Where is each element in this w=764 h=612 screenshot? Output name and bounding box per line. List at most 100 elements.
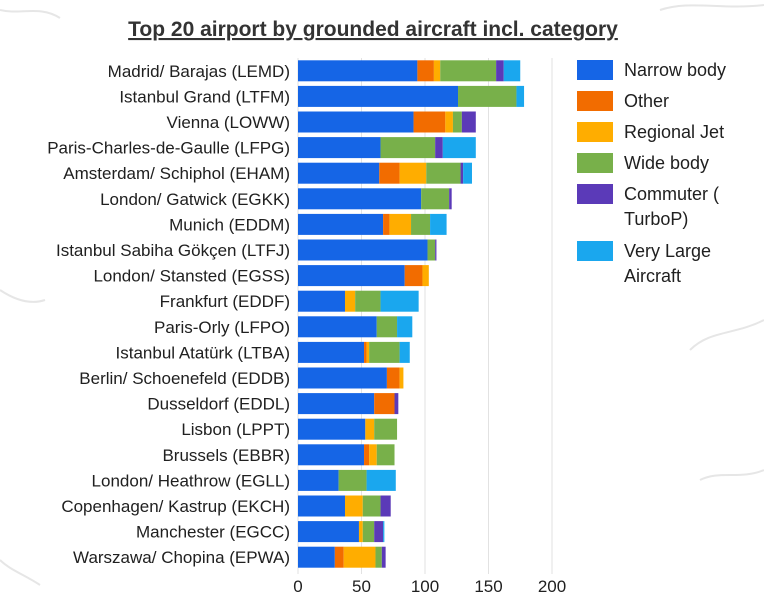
bar-segment (369, 341, 400, 363)
category-label: Brussels (EBBR) (162, 446, 290, 465)
category-label: Vienna (LOWW) (167, 113, 290, 132)
bar-segment (366, 469, 396, 491)
bar-segment (298, 213, 384, 235)
bar-segment (366, 341, 370, 363)
bar-segment (435, 239, 437, 261)
x-axis-ticks: 0 50 100 150 200 (293, 577, 566, 596)
bar-segment (463, 162, 472, 184)
legend-label: Aircraft (624, 266, 681, 286)
bar-segment (399, 367, 404, 389)
category-label: Munich (EDDM) (169, 215, 290, 234)
bar-segment (461, 111, 476, 133)
bar-segment (362, 521, 375, 543)
category-label: London/ Heathrow (EGLL) (92, 471, 290, 490)
bar-segment (298, 341, 365, 363)
bar-segment (394, 393, 399, 415)
legend-label: Very Large (624, 241, 711, 261)
chart-title: Top 20 airport by grounded aircraft incl… (128, 18, 618, 41)
bar-segment (298, 239, 428, 261)
legend-swatch (577, 60, 613, 80)
bar-segment (399, 341, 410, 363)
category-label: Paris-Orly (LFPO) (154, 318, 290, 337)
legend-swatch (577, 153, 613, 173)
decor-stroke (699, 469, 764, 481)
decor-stroke (689, 319, 764, 351)
bar-segment (358, 521, 363, 543)
bar-segment (374, 521, 384, 543)
decor-stroke (659, 4, 764, 11)
category-label: Istanbul Atatürk (LTBA) (116, 343, 290, 362)
decor-stroke (0, 9, 61, 19)
bar-segment (399, 162, 427, 184)
bar-segment (338, 469, 367, 491)
bar-segment (376, 316, 398, 338)
bar-segment (376, 444, 395, 466)
legend: Narrow body Other Regional Jet Wide body Com… (577, 60, 726, 286)
bar-segment (449, 188, 452, 210)
legend-label: TurboP) (624, 209, 688, 229)
category-label: Copenhagen/ Kastrup (EKCH) (61, 497, 290, 516)
bar-segment (344, 290, 356, 312)
bar-segment (440, 60, 497, 82)
category-label: Madrid/ Barajas (LEMD) (108, 62, 290, 81)
x-tick-label: 100 (411, 577, 439, 596)
bar-segment (404, 265, 423, 287)
bar-segment (413, 111, 446, 133)
bar-segment (383, 521, 385, 543)
x-tick-label: 150 (474, 577, 502, 596)
bar-segment (422, 265, 429, 287)
bar-segment (334, 546, 344, 568)
bar-segment (435, 137, 443, 159)
legend-label: Wide body (624, 153, 709, 173)
bar-segment (383, 213, 390, 235)
bar-segment (298, 393, 375, 415)
bar-segment (452, 111, 462, 133)
decor-stroke (0, 289, 46, 303)
bar-segment (298, 316, 377, 338)
x-tick-label: 50 (352, 577, 371, 596)
bar-segment (445, 111, 453, 133)
bar-segment (417, 60, 434, 82)
legend-swatch (577, 91, 613, 111)
bar-segment (380, 495, 391, 517)
category-label: Frankfurt (EDDF) (160, 292, 290, 311)
x-tick-label: 0 (293, 577, 302, 596)
bar-segment (386, 367, 400, 389)
bar-segment (364, 444, 370, 466)
bar-segment (298, 60, 418, 82)
category-label: Istanbul Sabiha Gökçen (LTFJ) (56, 241, 290, 260)
bar-segment (460, 162, 464, 184)
bar-segment (298, 290, 345, 312)
bar-segment (298, 162, 380, 184)
x-tick-label: 200 (538, 577, 566, 596)
category-label: Manchester (EGCC) (136, 523, 290, 542)
bar-segment (298, 469, 339, 491)
legend-label: Narrow body (624, 60, 726, 80)
bar-segment (374, 393, 395, 415)
bar-segment (298, 418, 366, 440)
bar-segment (298, 85, 459, 107)
legend-swatch (577, 184, 613, 204)
bar-segment (298, 521, 359, 543)
bar-segment (362, 495, 381, 517)
bar-segment (458, 85, 517, 107)
bars-layer (298, 60, 525, 568)
bar-segment (496, 60, 504, 82)
bar-segment (369, 444, 377, 466)
bar-segment (397, 316, 413, 338)
bar-segment (298, 546, 335, 568)
bar-segment (365, 418, 375, 440)
legend-label: Other (624, 91, 669, 111)
bar-segment (442, 137, 476, 159)
legend-label: Regional Jet (624, 122, 724, 142)
bar-segment (380, 137, 436, 159)
bar-segment (380, 290, 419, 312)
bar-segment (344, 495, 363, 517)
bar-segment (298, 265, 405, 287)
category-labels: Madrid/ Barajas (LEMD) Istanbul Grand (LT… (47, 62, 290, 567)
category-label: Berlin/ Schoenefeld (EDDB) (79, 369, 290, 388)
bar-segment (298, 137, 381, 159)
bar-segment (298, 111, 414, 133)
category-label: Dusseldorf (EDDL) (147, 395, 290, 414)
